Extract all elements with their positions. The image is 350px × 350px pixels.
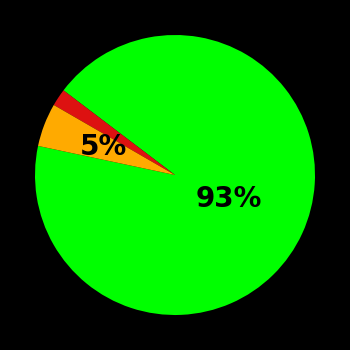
Wedge shape [54, 90, 175, 175]
Text: 5%: 5% [79, 133, 127, 161]
Wedge shape [38, 105, 175, 175]
Text: 93%: 93% [195, 186, 262, 214]
Wedge shape [35, 35, 315, 315]
